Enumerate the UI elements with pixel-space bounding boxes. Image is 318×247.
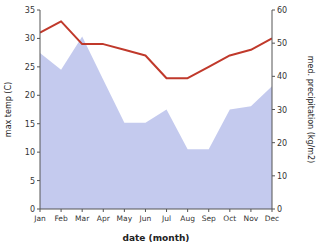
x-tick-label: Sep — [202, 214, 216, 223]
y2-tick-label: 40 — [277, 72, 287, 81]
y-tick-label: 15 — [25, 120, 35, 129]
plot-area — [40, 21, 272, 209]
x-tick-label: Feb — [54, 214, 68, 223]
y2-tick — [272, 109, 275, 110]
x-tick — [208, 209, 209, 212]
x-tick — [103, 209, 104, 212]
x-tick-label: Jun — [139, 214, 152, 223]
x-tick — [250, 209, 251, 212]
y-tick-label: 20 — [25, 91, 35, 100]
x-tick — [166, 209, 167, 212]
y2-tick-label: 10 — [277, 172, 287, 181]
y-tick — [37, 10, 40, 11]
y-tick-label: 30 — [25, 34, 35, 43]
y2-tick — [272, 142, 275, 143]
x-tick — [124, 209, 125, 212]
x-tick-label: Oct — [223, 214, 236, 223]
y-tick — [37, 152, 40, 153]
y2-tick-label: 60 — [277, 6, 287, 15]
y2-tick-label: 20 — [277, 139, 287, 148]
x-tick — [82, 209, 83, 212]
y2-tick — [272, 76, 275, 77]
x-tick — [272, 209, 273, 212]
x-tick — [40, 209, 41, 212]
x-tick-label: Apr — [97, 214, 111, 223]
x-axis-label: date (month) — [123, 233, 190, 243]
x-tick-label: Jan — [33, 214, 46, 223]
x-tick-label: Mar — [75, 214, 90, 223]
x-tick — [187, 209, 188, 212]
y2-axis-label: med. precipitation (kg/m2) — [306, 56, 315, 163]
y-tick-label: 5 — [30, 177, 35, 186]
chart: 0 5 10 15 20 25 30 35 0 10 20 30 40 50 60 Jan Feb Mar Apr M… — [0, 0, 318, 247]
x-tick-label: Jul — [161, 214, 171, 223]
x-tick — [229, 209, 230, 212]
precipitation-area — [40, 37, 272, 209]
y-tick-label: 0 — [30, 205, 35, 214]
x-tick-label: Dec — [265, 214, 280, 223]
y2-tick-label: 0 — [277, 205, 282, 214]
y-axis-label: max temp (C) — [4, 82, 13, 137]
temperature-line — [40, 21, 272, 78]
y2-tick-label: 30 — [277, 106, 287, 115]
y2-tick-label: 50 — [277, 39, 287, 48]
y2-tick — [272, 43, 275, 44]
x-tick-label: Nov — [244, 214, 259, 223]
y-tick — [37, 38, 40, 39]
x-axis-line — [40, 209, 272, 210]
x-tick — [61, 209, 62, 212]
y-tick — [37, 180, 40, 181]
y-tick-label: 25 — [25, 63, 35, 72]
y-tick — [37, 123, 40, 124]
y2-tick — [272, 10, 275, 11]
y-tick — [37, 95, 40, 96]
y-tick — [37, 66, 40, 67]
y-tick-label: 35 — [25, 6, 35, 15]
y-axis-line — [40, 10, 41, 209]
y-tick-label: 10 — [25, 148, 35, 157]
x-tick-label: Aug — [180, 214, 195, 223]
y2-tick — [272, 175, 275, 176]
x-tick-label: May — [117, 214, 133, 223]
x-tick — [145, 209, 146, 212]
